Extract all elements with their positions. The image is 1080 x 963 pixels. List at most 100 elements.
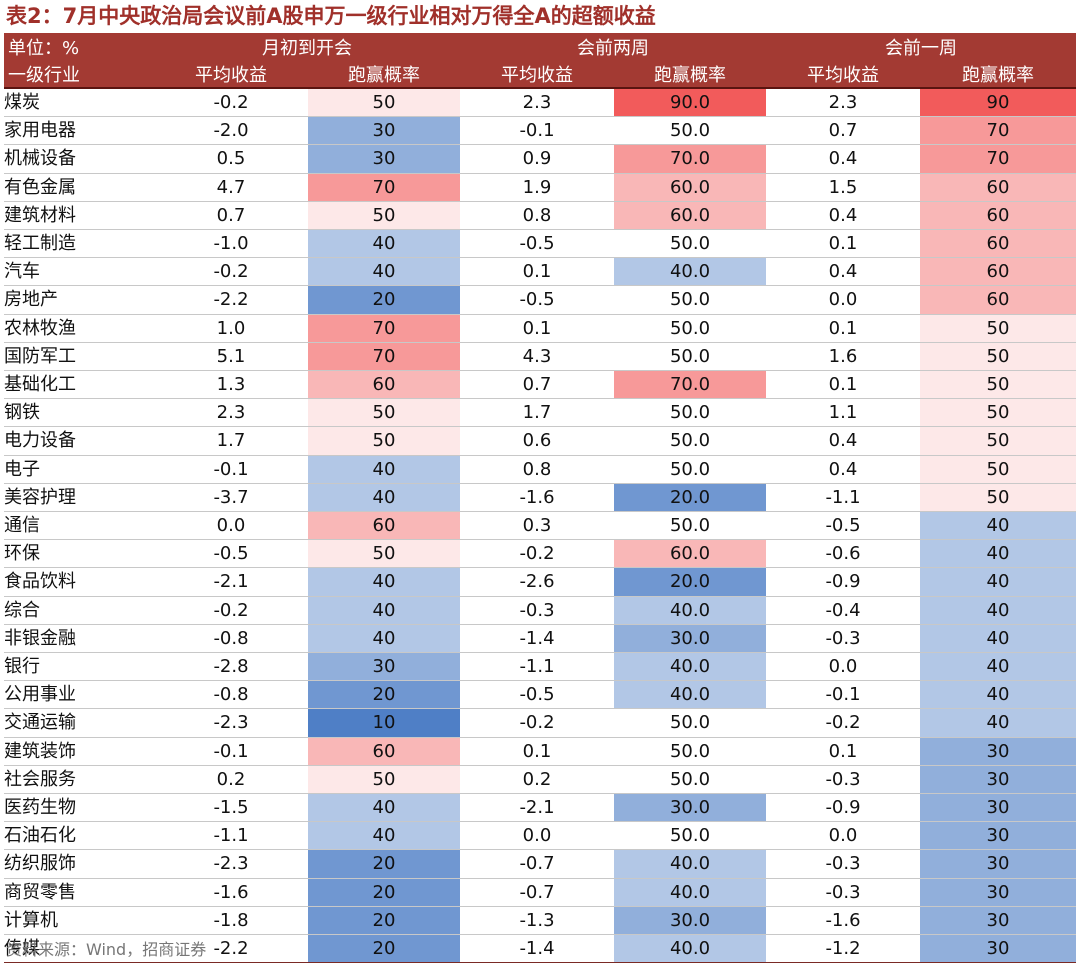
table-row: 石油石化 -1.1 40 0.0 50.0 0.0 30 (4, 821, 1076, 851)
industry-cell: 公用事业 (4, 680, 154, 710)
win-prob-cell: 40 (920, 511, 1076, 541)
avg-return-cell: 0.4 (766, 426, 920, 456)
avg-return-cell: -0.8 (154, 624, 308, 654)
win-prob-cell: 50 (308, 765, 460, 795)
avg-return-cell: -2.0 (154, 116, 308, 146)
avg-return-cell: 1.7 (154, 426, 308, 456)
table-row: 建筑材料 0.7 50 0.8 60.0 0.4 60 (4, 201, 1076, 231)
avg-return-cell: -0.5 (460, 680, 614, 710)
industry-cell: 环保 (4, 539, 154, 569)
win-prob-cell: 70 (308, 314, 460, 343)
win-prob-cell: 70.0 (614, 144, 766, 174)
win-prob-cell: 40 (308, 596, 460, 625)
win-prob-cell: 50 (920, 370, 1076, 400)
win-prob-cell: 40.0 (614, 934, 766, 963)
win-prob-cell: 20.0 (614, 483, 766, 513)
win-prob-cell: 50.0 (614, 455, 766, 484)
avg-return-header: 平均收益 (460, 60, 614, 89)
avg-return-cell: 1.1 (766, 398, 920, 428)
avg-return-cell: -1.6 (766, 906, 920, 936)
avg-return-cell: 0.4 (766, 455, 920, 484)
win-prob-cell: 50 (920, 483, 1076, 513)
win-prob-cell: 50 (920, 455, 1076, 484)
avg-return-cell: -0.3 (766, 624, 920, 654)
avg-return-cell: -1.0 (154, 229, 308, 259)
avg-return-cell: 0.1 (766, 370, 920, 400)
win-prob-cell: 40 (920, 680, 1076, 710)
win-prob-cell: 30 (920, 849, 1076, 879)
win-prob-header: 跑赢概率 (920, 60, 1076, 89)
win-prob-cell: 70.0 (614, 370, 766, 400)
win-prob-cell: 50.0 (614, 398, 766, 428)
avg-return-cell: -0.3 (766, 765, 920, 795)
win-prob-cell: 20.0 (614, 567, 766, 597)
avg-return-cell: -0.1 (460, 116, 614, 146)
group-header-3: 会前一周 (766, 33, 1076, 60)
table-row: 通信 0.0 60 0.3 50.0 -0.5 40 (4, 511, 1076, 541)
win-prob-cell: 30.0 (614, 793, 766, 823)
win-prob-cell: 20 (308, 285, 460, 315)
win-prob-cell: 40.0 (614, 680, 766, 710)
avg-return-cell: -0.1 (154, 455, 308, 484)
win-prob-cell: 70 (308, 173, 460, 202)
avg-return-cell: -0.3 (766, 878, 920, 907)
win-prob-cell: 30.0 (614, 624, 766, 654)
header-row-groups: 单位：% 月初到开会 会前两周 会前一周 (4, 33, 1076, 60)
win-prob-cell: 40.0 (614, 257, 766, 287)
win-prob-cell: 60 (920, 285, 1076, 315)
win-prob-cell: 40 (920, 596, 1076, 625)
avg-return-cell: -2.3 (154, 849, 308, 879)
industry-cell: 计算机 (4, 906, 154, 936)
win-prob-header: 跑赢概率 (308, 60, 460, 89)
industry-cell: 交通运输 (4, 708, 154, 738)
table-row: 医药生物 -1.5 40 -2.1 30.0 -0.9 30 (4, 793, 1076, 823)
win-prob-cell: 70 (920, 116, 1076, 146)
win-prob-cell: 70 (920, 144, 1076, 174)
table-row: 钢铁 2.3 50 1.7 50.0 1.1 50 (4, 398, 1076, 428)
avg-return-cell: -1.6 (154, 878, 308, 907)
industry-header: 一级行业 (4, 60, 154, 89)
win-prob-cell: 50.0 (614, 314, 766, 343)
win-prob-cell: 50.0 (614, 426, 766, 456)
industry-cell: 基础化工 (4, 370, 154, 400)
avg-return-header: 平均收益 (154, 60, 308, 89)
avg-return-cell: -0.2 (154, 596, 308, 625)
avg-return-cell: -2.1 (154, 567, 308, 597)
win-prob-cell: 70 (308, 342, 460, 372)
win-prob-cell: 50 (308, 201, 460, 231)
industry-cell: 非银金融 (4, 624, 154, 654)
avg-return-cell: 0.2 (154, 765, 308, 795)
table-row: 计算机 -1.8 20 -1.3 30.0 -1.6 30 (4, 906, 1076, 936)
win-prob-cell: 50.0 (614, 285, 766, 315)
avg-return-cell: -0.2 (460, 539, 614, 569)
unit-label: 单位：% (4, 33, 154, 60)
win-prob-cell: 40.0 (614, 849, 766, 879)
source-note: 资料来源：Wind，招商证券 (6, 940, 207, 959)
table-row: 煤炭 -0.2 50 2.3 90.0 2.3 90 (4, 88, 1076, 118)
avg-return-cell: -0.5 (154, 539, 308, 569)
win-prob-cell: 20 (308, 878, 460, 907)
table-row: 汽车 -0.2 40 0.1 40.0 0.4 60 (4, 257, 1076, 287)
industry-cell: 建筑装饰 (4, 737, 154, 766)
avg-return-cell: -0.1 (766, 680, 920, 710)
win-prob-cell: 50 (308, 426, 460, 456)
win-prob-header: 跑赢概率 (614, 60, 766, 89)
win-prob-cell: 40 (308, 455, 460, 484)
industry-cell: 煤炭 (4, 88, 154, 118)
win-prob-cell: 50.0 (614, 708, 766, 738)
win-prob-cell: 40 (308, 483, 460, 513)
avg-return-cell: 0.4 (766, 257, 920, 287)
industry-cell: 汽车 (4, 257, 154, 287)
win-prob-cell: 40 (308, 793, 460, 823)
win-prob-cell: 50 (920, 342, 1076, 372)
industry-cell: 电力设备 (4, 426, 154, 456)
avg-return-cell: -0.1 (154, 737, 308, 766)
win-prob-cell: 50 (920, 314, 1076, 343)
avg-return-cell: -0.6 (766, 539, 920, 569)
table-row: 传媒 -2.2 20 -1.4 40.0 -1.2 30 (4, 934, 1076, 963)
win-prob-cell: 60 (308, 737, 460, 766)
table-row: 交通运输 -2.3 10 -0.2 50.0 -0.2 40 (4, 708, 1076, 738)
win-prob-cell: 50 (920, 398, 1076, 428)
win-prob-cell: 30 (308, 144, 460, 174)
win-prob-cell: 20 (308, 680, 460, 710)
